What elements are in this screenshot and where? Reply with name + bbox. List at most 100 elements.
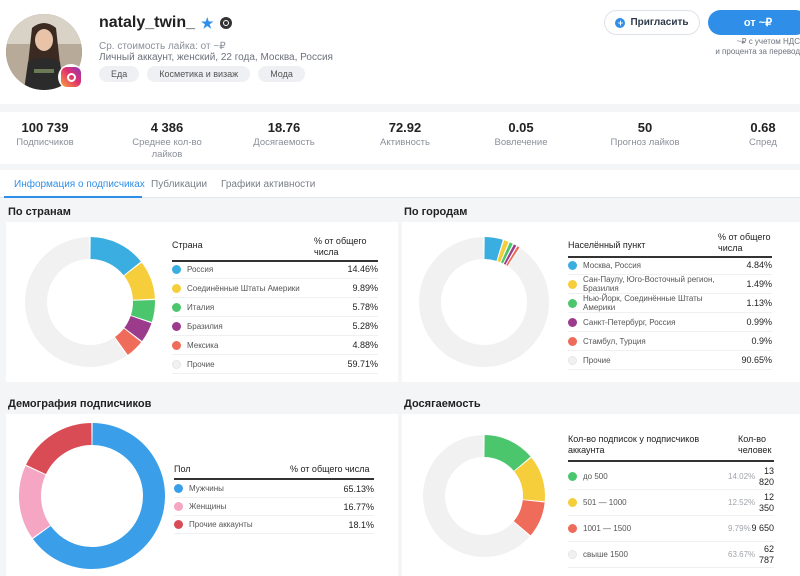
demography-slice-0[interactable] <box>32 423 165 569</box>
demography-slice-1[interactable] <box>19 465 51 538</box>
tab-followers-info[interactable]: Информация о подписчиках <box>14 179 145 190</box>
category-tags: Еда Косметика и визаж Мода <box>99 66 305 82</box>
demography-legend-dot <box>174 484 183 493</box>
row-value: 0.99% <box>746 317 772 327</box>
reach-slice-2[interactable] <box>513 499 545 536</box>
countries-legend-dot <box>172 340 181 350</box>
avatar[interactable] <box>6 14 82 90</box>
price-note-vat: ~₽ с учетом НДС <box>736 37 800 46</box>
cities-slice-4[interactable] <box>506 246 520 266</box>
cities-slice-2[interactable] <box>501 242 513 264</box>
tag[interactable]: Косметика и визаж <box>147 66 251 82</box>
tag[interactable]: Мода <box>258 66 305 82</box>
demography-slice-2[interactable] <box>26 423 93 475</box>
demography-legend-dot <box>174 520 183 529</box>
table-row[interactable]: Москва, Россия 4.84% <box>568 256 772 275</box>
row-label: до 500 <box>583 472 608 481</box>
table-row[interactable]: Женщины 16.77% <box>174 498 374 516</box>
row-count: 62 787 <box>759 544 774 566</box>
reach-slice-1[interactable] <box>513 457 545 502</box>
cities-donut <box>419 237 549 367</box>
order-price-button[interactable]: от ~₽ <box>708 10 800 35</box>
cities-slice-0[interactable] <box>484 237 503 261</box>
countries-slice-0[interactable] <box>89 237 141 276</box>
stat-label: Вовлечение <box>494 137 548 148</box>
cities-slice-1[interactable] <box>497 240 509 263</box>
row-value: 4.84% <box>746 260 772 270</box>
cities-legend-dot <box>568 298 577 308</box>
cities-card: Населённый пункт % от общего числа Москв… <box>402 222 800 382</box>
demography-legend-dot <box>174 502 183 511</box>
row-count: 9 650 <box>751 523 774 534</box>
row-label: Прочие аккаунты <box>189 520 253 529</box>
countries-slice-5[interactable] <box>25 237 127 367</box>
tab-publications[interactable]: Публикации <box>151 179 208 190</box>
stat-reach: 18.76 Досягаемость <box>229 120 339 149</box>
row-value: 90.65% <box>741 355 772 365</box>
table-row[interactable]: Сан-Паулу, Юго-Восточный регион, Бразили… <box>568 275 772 294</box>
table-row[interactable]: 1001 — 1500 9.79% 9 650 <box>568 516 774 542</box>
row-value: 65.13% <box>343 483 374 494</box>
col-header-gender: Пол <box>174 464 191 474</box>
row-label: Россия <box>187 264 214 274</box>
tag[interactable]: Еда <box>99 66 140 82</box>
table-row[interactable]: Мужчины 65.13% <box>174 480 374 498</box>
tab-activity-charts[interactable]: Графики активности <box>221 179 316 190</box>
countries-card: Страна % от общего числа Россия 14.46% Сое… <box>6 222 398 382</box>
row-label: Мужчины <box>189 484 224 493</box>
cities-title: По городам <box>404 206 468 218</box>
stat-likes-forecast: 50 Прогноз лайков <box>590 120 700 149</box>
link-icon[interactable] <box>219 17 232 29</box>
row-label: Женщины <box>189 502 227 511</box>
countries-slice-2[interactable] <box>130 300 155 322</box>
table-row[interactable]: Нью-Йорк, Соединённые Штаты Америки 1.13% <box>568 294 772 313</box>
table-row[interactable]: 501 — 1000 12.52% 12 350 <box>568 490 774 516</box>
row-label: Прочие <box>583 355 611 365</box>
table-row[interactable]: Мексика 4.88% <box>172 336 378 355</box>
countries-legend-dot <box>172 283 181 293</box>
countries-slice-1[interactable] <box>123 262 155 301</box>
countries-donut <box>25 237 155 367</box>
favorite-star-icon[interactable]: ★ <box>201 14 214 31</box>
row-value: 0.9% <box>751 336 772 346</box>
stat-value: 0.68 <box>750 120 776 135</box>
demography-card: Пол % от общего числа Мужчины 65.13% Женщи… <box>6 414 398 576</box>
cities-slice-3[interactable] <box>503 244 517 265</box>
table-row[interactable]: Санкт-Петербург, Россия 0.99% <box>568 313 772 332</box>
reach-slice-3[interactable] <box>423 435 530 557</box>
table-row[interactable]: Соединённые Штаты Америки 9.89% <box>172 279 378 298</box>
countries-slice-3[interactable] <box>124 315 152 342</box>
countries-title: По странам <box>8 206 71 218</box>
reach-legend-dot <box>568 498 577 507</box>
row-label: Нью-Йорк, Соединённые Штаты Америки <box>583 294 703 312</box>
row-label: Санкт-Петербург, Россия <box>583 317 676 327</box>
table-row[interactable]: Прочие аккаунты 18.1% <box>174 516 374 534</box>
username: nataly_twin_ ★ <box>99 14 232 32</box>
table-row[interactable]: свыше 1500 63.67% 62 787 <box>568 542 774 568</box>
table-row[interactable]: до 500 14.02% 13 820 <box>568 464 774 490</box>
invite-button[interactable]: + Пригласить <box>604 10 700 35</box>
stat-value: 50 <box>637 120 653 135</box>
stat-engagement: 0.05 Вовлечение <box>466 120 576 149</box>
row-value: 1.49% <box>746 279 772 289</box>
demography-table: Пол % от общего числа Мужчины 65.13% Женщи… <box>174 464 374 544</box>
table-row[interactable]: Италия 5.78% <box>172 298 378 317</box>
row-count: 13 820 <box>759 466 774 488</box>
reach-slice-0[interactable] <box>483 435 531 472</box>
countries-slice-4[interactable] <box>114 328 142 355</box>
table-row[interactable]: Прочие 59.71% <box>172 355 378 374</box>
table-row[interactable]: Россия 14.46% <box>172 260 378 279</box>
row-count-line: 62 <box>763 543 774 554</box>
table-row[interactable]: Стамбул, Турция 0.9% <box>568 332 772 351</box>
row-label: свыше 1500 <box>583 550 628 559</box>
cities-legend-dot <box>568 279 577 289</box>
stat-label: Спред <box>749 137 777 148</box>
active-tab-indicator <box>4 196 142 198</box>
row-label: 501 — 1000 <box>583 498 627 507</box>
row-count-line: 787 <box>758 554 774 565</box>
stat-value: 72.92 <box>388 120 422 135</box>
cities-slice-5[interactable] <box>419 237 549 367</box>
table-row[interactable]: Бразилия 5.28% <box>172 317 378 336</box>
table-row[interactable]: Прочие 90.65% <box>568 351 772 370</box>
row-value: 9.89% <box>352 283 378 293</box>
